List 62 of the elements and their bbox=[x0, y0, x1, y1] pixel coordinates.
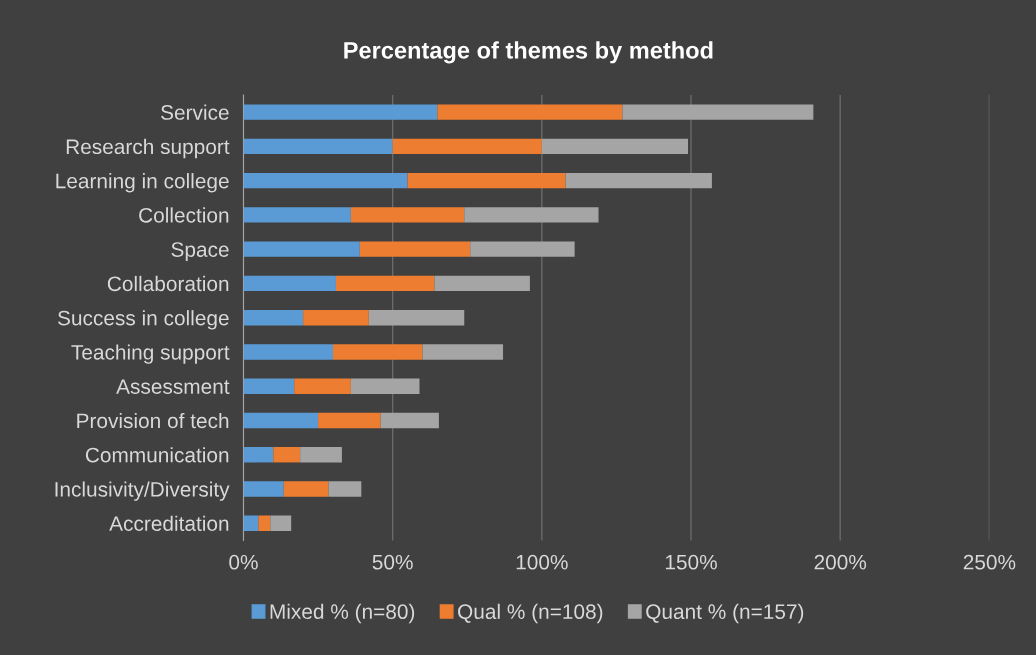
y-tick-label: Space bbox=[171, 242, 229, 262]
bar bbox=[622, 104, 814, 120]
y-tick-label: Collaboration bbox=[107, 275, 229, 292]
x-tick-label: 50% bbox=[372, 554, 413, 570]
x-tick-label: 250% bbox=[963, 554, 1016, 570]
bar bbox=[243, 378, 295, 394]
bar bbox=[350, 378, 420, 394]
bar bbox=[318, 412, 381, 429]
bar bbox=[243, 515, 259, 531]
bar bbox=[243, 344, 333, 360]
bar bbox=[243, 309, 304, 326]
y-tick-label: Success in college bbox=[57, 310, 229, 330]
bar bbox=[243, 104, 438, 120]
bar bbox=[437, 104, 623, 120]
y-tick-label: Inclusivity/Diversity bbox=[55, 481, 230, 501]
bar bbox=[368, 309, 465, 326]
x-tick-label: 150% bbox=[665, 554, 717, 570]
bar bbox=[422, 344, 504, 360]
bar bbox=[464, 207, 599, 223]
bar bbox=[380, 412, 439, 429]
bar bbox=[541, 138, 689, 155]
bar bbox=[407, 172, 566, 189]
bar bbox=[258, 515, 271, 531]
y-tick-label: Communication bbox=[85, 447, 229, 463]
bar bbox=[243, 138, 393, 155]
bar bbox=[243, 172, 408, 189]
bar bbox=[294, 378, 351, 394]
bar bbox=[243, 207, 351, 223]
x-tick-label: 0% bbox=[229, 554, 258, 570]
y-tick-label: Accreditation bbox=[109, 515, 229, 531]
bar bbox=[243, 481, 284, 497]
bar bbox=[335, 275, 435, 292]
y-tick-label: Research support bbox=[66, 138, 230, 159]
bar bbox=[434, 275, 530, 292]
bar bbox=[565, 172, 712, 189]
y-tick-label: Assessment bbox=[116, 379, 230, 394]
bar bbox=[270, 515, 292, 531]
y-tick-label: Learning in college bbox=[56, 173, 229, 193]
bar bbox=[283, 481, 329, 497]
y-tick-label: Teaching support bbox=[71, 344, 230, 364]
y-tick-label: Collection bbox=[139, 207, 229, 223]
legend-label: Mixed % (n=80) bbox=[270, 603, 415, 624]
y-tick-label: Service bbox=[161, 104, 229, 120]
bar bbox=[243, 241, 360, 257]
bar bbox=[392, 138, 542, 155]
legend-label: Quant % (n=157) bbox=[646, 603, 804, 624]
bar bbox=[470, 241, 575, 257]
bar bbox=[273, 447, 301, 463]
chart-title: Percentage of themes by method bbox=[344, 41, 713, 64]
bar bbox=[350, 207, 465, 223]
bar bbox=[332, 344, 423, 360]
x-tick-label: 200% bbox=[814, 554, 867, 570]
y-tick-label: Provision of tech bbox=[77, 412, 229, 429]
bar bbox=[300, 447, 342, 463]
bar bbox=[243, 412, 319, 429]
bar bbox=[243, 275, 336, 292]
bar bbox=[328, 481, 362, 497]
legend-label: Qual % (n=108) bbox=[458, 603, 603, 624]
bar bbox=[243, 447, 274, 463]
bar bbox=[303, 309, 369, 326]
bar bbox=[359, 241, 471, 257]
x-tick-label: 100% bbox=[516, 554, 568, 570]
